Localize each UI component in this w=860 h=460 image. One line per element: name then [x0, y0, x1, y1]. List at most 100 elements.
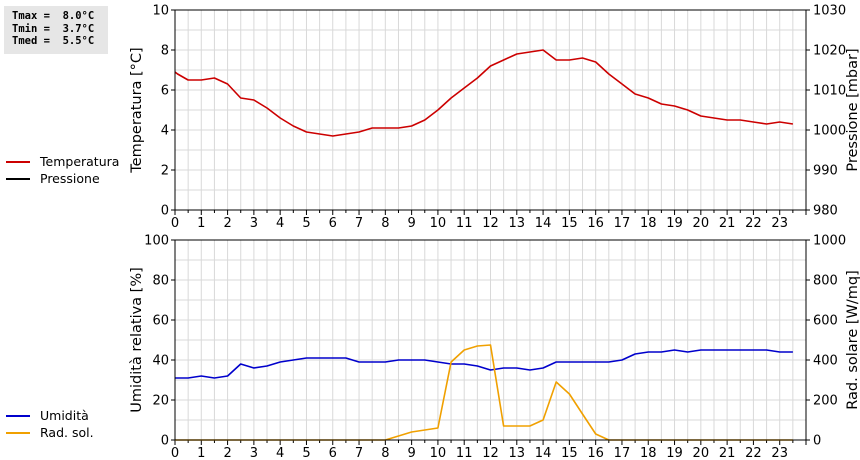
legend-label-radsol: Rad. sol.: [40, 425, 94, 440]
y-tick-label-left: 6: [161, 84, 169, 99]
x-tick-label: 0: [171, 216, 179, 231]
y-tick-label-right: 600: [813, 314, 838, 329]
x-tick-label: 3: [250, 446, 258, 460]
x-tick-label: 8: [381, 216, 389, 231]
legend-swatch-radsol: [6, 431, 30, 434]
x-tick-label: 1: [197, 216, 205, 231]
x-tick-label: 9: [407, 216, 415, 231]
x-tick-label: 10: [430, 446, 447, 460]
legend-item-pressione: Pressione: [6, 170, 119, 187]
legend-top: Temperatura Pressione: [6, 153, 119, 187]
x-tick-label: 0: [171, 446, 179, 460]
y-tick-label-right: 980: [813, 204, 838, 219]
x-tick-label: 22: [745, 446, 762, 460]
x-tick-label: 14: [535, 446, 552, 460]
x-tick-label: 9: [407, 446, 415, 460]
y-tick-label-right: 400: [813, 354, 838, 369]
x-tick-label: 5: [302, 446, 310, 460]
x-tick-label: 19: [666, 216, 683, 231]
x-tick-label: 17: [614, 446, 631, 460]
x-tick-label: 13: [509, 446, 526, 460]
x-tick-label: 18: [640, 216, 657, 231]
series-line-rad-sol: [175, 344, 793, 441]
x-tick-label: 11: [456, 446, 473, 460]
legend-swatch-temperatura: [6, 160, 30, 163]
x-tick-label: 22: [745, 216, 762, 231]
y-axis-title-left: Temperatura [°C]: [129, 47, 145, 173]
x-tick-label: 7: [355, 446, 363, 460]
legend-item-radsol: Rad. sol.: [6, 424, 94, 441]
legend-bottom: Umidità Rad. sol.: [6, 407, 94, 441]
x-tick-label: 21: [719, 446, 736, 460]
y-tick-label-right: 1010: [813, 84, 846, 99]
x-tick-label: 13: [509, 216, 526, 231]
x-tick-label: 1: [197, 446, 205, 460]
legend-label-umidita: Umidità: [40, 408, 89, 423]
y-tick-label-left: 100: [144, 234, 169, 249]
legend-item-umidita: Umidità: [6, 407, 94, 424]
x-tick-label: 18: [640, 446, 657, 460]
x-tick-label: 5: [302, 216, 310, 231]
x-tick-label: 11: [456, 216, 473, 231]
x-tick-label: 23: [771, 216, 788, 231]
tmed-stat: Tmed = 5.5°C: [12, 35, 95, 47]
x-tick-label: 21: [719, 216, 736, 231]
legend-item-temperatura: Temperatura: [6, 153, 119, 170]
x-tick-label: 16: [587, 216, 604, 231]
x-tick-label: 12: [482, 216, 499, 231]
x-tick-label: 16: [587, 446, 604, 460]
y-tick-label-right: 200: [813, 394, 838, 409]
y-tick-label-left: 80: [152, 274, 169, 289]
x-tick-label: 23: [771, 446, 788, 460]
y-axis-title-left: Umidità relativa [%]: [129, 267, 145, 413]
x-tick-label: 15: [561, 446, 578, 460]
y-tick-label-right: 0: [813, 434, 821, 449]
x-tick-label: 8: [381, 446, 389, 460]
y-tick-label-right: 800: [813, 274, 838, 289]
legend-label-pressione: Pressione: [40, 171, 100, 186]
x-tick-label: 15: [561, 216, 578, 231]
y-tick-label-right: 1000: [813, 124, 846, 139]
x-tick-label: 3: [250, 216, 258, 231]
y-tick-label-left: 2: [161, 164, 169, 179]
series-line-umidit: [175, 349, 793, 379]
y-tick-label-right: 1020: [813, 44, 846, 59]
x-tick-label: 19: [666, 446, 683, 460]
y-axis-title-right: Pressione [mbar]: [845, 48, 860, 171]
legend-swatch-pressione: [6, 177, 30, 180]
x-tick-label: 2: [223, 446, 231, 460]
x-tick-label: 12: [482, 446, 499, 460]
x-tick-label: 4: [276, 216, 284, 231]
x-tick-label: 4: [276, 446, 284, 460]
y-tick-label-left: 40: [152, 354, 169, 369]
y-tick-label-right: 1000: [813, 234, 846, 249]
x-tick-label: 17: [614, 216, 631, 231]
x-tick-label: 20: [693, 446, 710, 460]
x-tick-label: 20: [693, 216, 710, 231]
y-tick-label-left: 10: [152, 4, 169, 19]
legend-label-temperatura: Temperatura: [40, 154, 120, 169]
y-tick-label-left: 4: [161, 124, 169, 139]
y-tick-label-left: 0: [161, 434, 169, 449]
x-tick-label: 2: [223, 216, 231, 231]
legend-swatch-umidita: [6, 414, 30, 417]
y-axis-title-right: Rad. solare [W/mq]: [845, 270, 860, 409]
y-tick-label-left: 0: [161, 204, 169, 219]
y-tick-label-left: 60: [152, 314, 169, 329]
y-tick-label-left: 8: [161, 44, 169, 59]
x-tick-label: 7: [355, 216, 363, 231]
plot-frame: [174, 239, 807, 441]
x-tick-label: 6: [329, 216, 337, 231]
series-line-temperatura: [174, 49, 794, 137]
tmax-stat: Tmax = 8.0°C: [12, 10, 95, 22]
x-tick-label: 14: [535, 216, 552, 231]
x-tick-label: 10: [430, 216, 447, 231]
plot-frame: [174, 9, 807, 211]
tmin-stat: Tmin = 3.7°C: [12, 22, 95, 35]
x-tick-label: 6: [329, 446, 337, 460]
stats-box: Tmax = 8.0°C Tmin = 3.7°C Tmed = 5.5°C: [4, 6, 108, 54]
y-tick-label-right: 1030: [813, 4, 846, 19]
y-tick-label-right: 990: [813, 164, 838, 179]
y-tick-label-left: 20: [152, 394, 169, 409]
